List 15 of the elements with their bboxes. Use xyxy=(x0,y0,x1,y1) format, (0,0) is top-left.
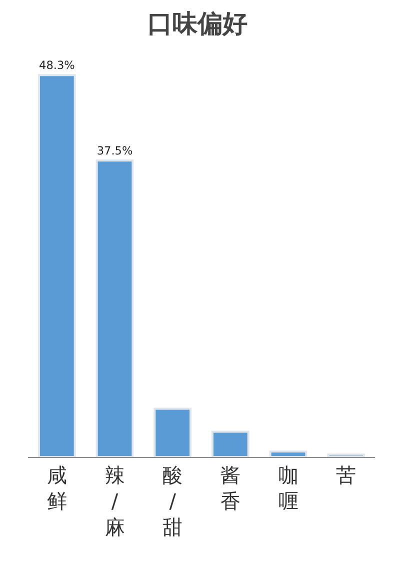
data-label: 37.5% xyxy=(96,144,133,158)
x-tick-label: 辣/麻 xyxy=(104,463,125,539)
bar xyxy=(327,454,366,457)
bar xyxy=(96,159,134,457)
bar xyxy=(269,450,308,457)
x-tick-label: 咸鲜 xyxy=(46,463,67,513)
data-label: 48.3% xyxy=(39,59,76,72)
x-tick-label: 咖喱 xyxy=(278,463,298,513)
x-tick-label: 酸/甜 xyxy=(162,463,183,539)
x-tick-label: 酱香 xyxy=(220,463,240,513)
chart-title: 口味偏好 xyxy=(148,8,248,38)
bar xyxy=(154,408,192,457)
bar xyxy=(211,430,250,457)
x-tick-label: 苦 xyxy=(336,463,356,487)
bar xyxy=(38,74,76,457)
